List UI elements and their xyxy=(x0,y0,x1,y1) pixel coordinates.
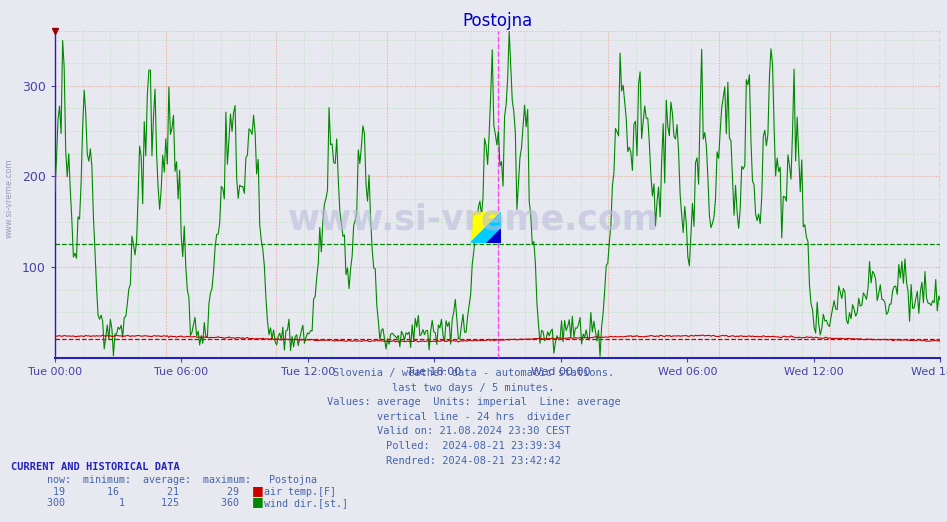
Text: vertical line - 24 hrs  divider: vertical line - 24 hrs divider xyxy=(377,412,570,422)
Polygon shape xyxy=(486,228,501,243)
Text: last two days / 5 minutes.: last two days / 5 minutes. xyxy=(392,383,555,393)
Text: now:  minimum:  average:  maximum:   Postojna: now: minimum: average: maximum: Postojna xyxy=(35,476,317,485)
Polygon shape xyxy=(471,212,501,243)
Text: Valid on: 21.08.2024 23:30 CEST: Valid on: 21.08.2024 23:30 CEST xyxy=(377,426,570,436)
Title: Postojna: Postojna xyxy=(462,12,533,30)
Polygon shape xyxy=(471,212,501,243)
Text: Polled:  2024-08-21 23:39:34: Polled: 2024-08-21 23:39:34 xyxy=(386,441,561,451)
Text: air temp.[F]: air temp.[F] xyxy=(264,487,336,497)
Text: 19       16        21        29: 19 16 21 29 xyxy=(35,487,239,497)
Text: 300         1      125       360: 300 1 125 360 xyxy=(35,498,239,508)
Text: www.si-vreme.com: www.si-vreme.com xyxy=(288,202,659,236)
Text: Rendred: 2024-08-21 23:42:42: Rendred: 2024-08-21 23:42:42 xyxy=(386,456,561,466)
Text: www.si-vreme.com: www.si-vreme.com xyxy=(5,159,14,238)
Text: Slovenia / weather data - automatic stations.: Slovenia / weather data - automatic stat… xyxy=(333,368,614,378)
Text: ■: ■ xyxy=(252,495,263,508)
Text: Values: average  Units: imperial  Line: average: Values: average Units: imperial Line: av… xyxy=(327,397,620,407)
Text: CURRENT AND HISTORICAL DATA: CURRENT AND HISTORICAL DATA xyxy=(11,462,180,472)
Text: ■: ■ xyxy=(252,484,263,497)
Text: wind dir.[st.]: wind dir.[st.] xyxy=(264,498,348,508)
